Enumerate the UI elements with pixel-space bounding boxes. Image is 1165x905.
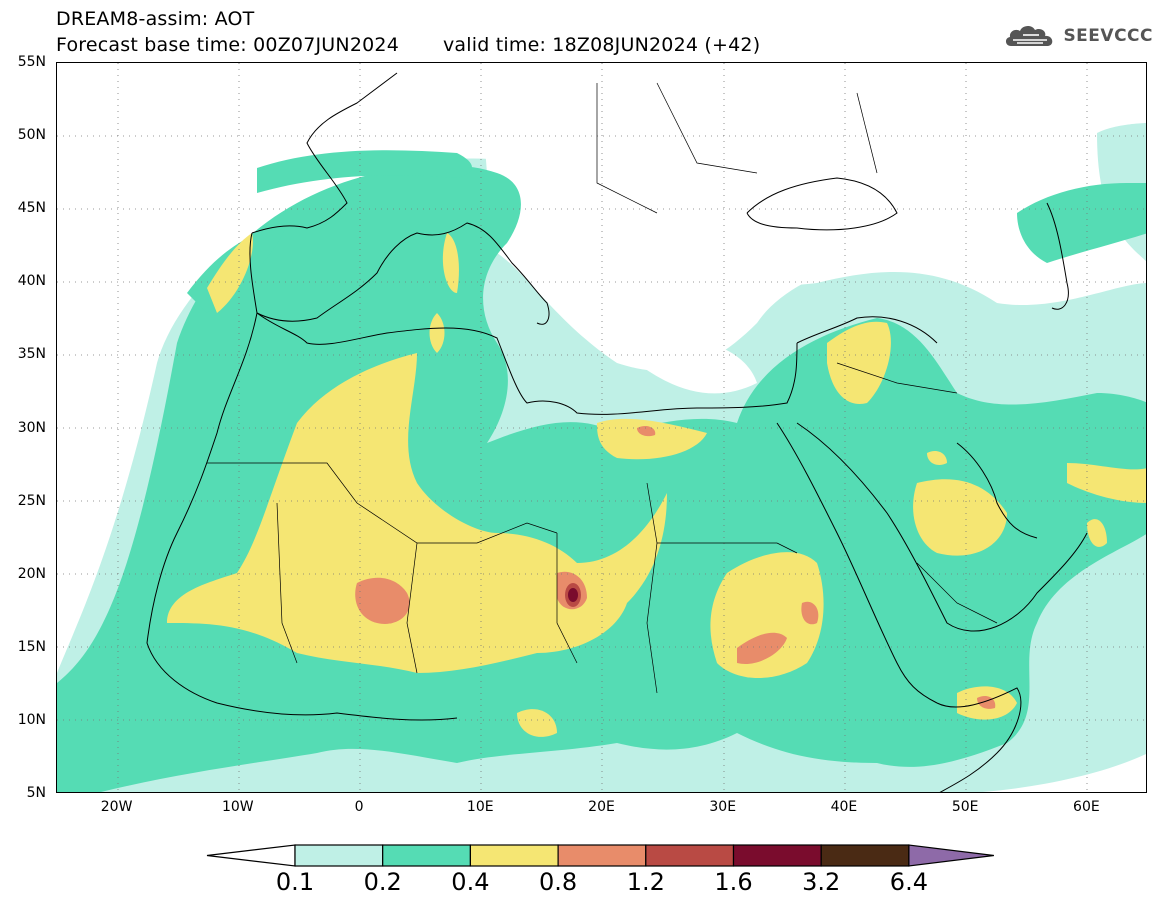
lat-label-50n: 50N bbox=[17, 127, 46, 144]
lat-label-15n: 15N bbox=[17, 638, 46, 655]
lon-label-40e: 40E bbox=[830, 799, 858, 815]
lon-label-10e: 10E bbox=[466, 799, 494, 815]
map-panel bbox=[56, 62, 1147, 793]
aot-level-1.6 bbox=[565, 583, 581, 607]
lat-label-55n: 55N bbox=[17, 54, 46, 70]
colorbar-label-6.4: 6.4 bbox=[889, 868, 928, 896]
colorbar-box-0.8 bbox=[557, 844, 647, 867]
country-borders bbox=[207, 82, 998, 694]
colorbar-extend-high bbox=[908, 844, 994, 867]
lon-label-30e: 30E bbox=[709, 799, 737, 815]
colorbar-box-0.1 bbox=[294, 844, 384, 867]
lat-label-20n: 20N bbox=[17, 565, 46, 582]
lon-label-20w: 20W bbox=[100, 799, 133, 815]
lat-label-35n: 35N bbox=[17, 346, 46, 363]
lat-label-45n: 45N bbox=[17, 200, 46, 217]
colorbar-label-0.1: 0.1 bbox=[275, 868, 315, 896]
colorbar-label-1.2: 1.2 bbox=[626, 868, 665, 896]
base-time-text: Forecast base time: 00Z07JUN2024 bbox=[56, 34, 399, 56]
aot-map bbox=[57, 63, 1146, 792]
valid-time-text: valid time: 18Z08JUN2024 (+42) bbox=[442, 34, 761, 56]
coastlines bbox=[146, 72, 1088, 792]
colorbar-label-0.2: 0.2 bbox=[363, 868, 402, 896]
colorbar-extend-low bbox=[206, 844, 296, 867]
lat-label-25n: 25N bbox=[17, 492, 46, 509]
lon-label-50e: 50E bbox=[951, 799, 979, 815]
colorbar-box-1.6 bbox=[732, 844, 822, 867]
lon-label-20e: 20E bbox=[588, 799, 615, 815]
lon-label-60e: 60E bbox=[1073, 799, 1100, 815]
colorbar-label-1.6: 1.6 bbox=[714, 868, 753, 896]
colorbar-label-0.4: 0.4 bbox=[451, 868, 490, 896]
colorbar-box-3.2 bbox=[820, 844, 910, 867]
lat-label-40n: 40N bbox=[17, 273, 46, 290]
chart-subtitle: Forecast base time: 00Z07JUN2024 valid ti… bbox=[56, 34, 760, 56]
chart-title: DREAM8-assim: AOT bbox=[56, 8, 255, 30]
logo-text: SEEVCCC bbox=[1063, 26, 1153, 46]
lon-label-10w: 10W bbox=[221, 799, 254, 815]
seevccc-logo: SEEVCCC bbox=[1003, 22, 1153, 50]
lat-label-30n: 30N bbox=[17, 419, 46, 436]
colorbar-label-0.8: 0.8 bbox=[539, 868, 578, 896]
colorbar-box-0.2 bbox=[382, 844, 472, 867]
colorbar-label-3.2: 3.2 bbox=[802, 868, 841, 896]
lat-label-5n: 5N bbox=[26, 785, 46, 801]
cloud-icon bbox=[1006, 25, 1053, 46]
colorbar-box-1.2 bbox=[645, 844, 735, 867]
aot-below-0.1 bbox=[477, 63, 1067, 513]
colorbar-box-0.4 bbox=[469, 844, 559, 867]
aot-level-0.4 bbox=[167, 233, 1146, 737]
lat-label-10n: 10N bbox=[17, 711, 46, 728]
lon-label-0: 0 bbox=[354, 799, 364, 815]
